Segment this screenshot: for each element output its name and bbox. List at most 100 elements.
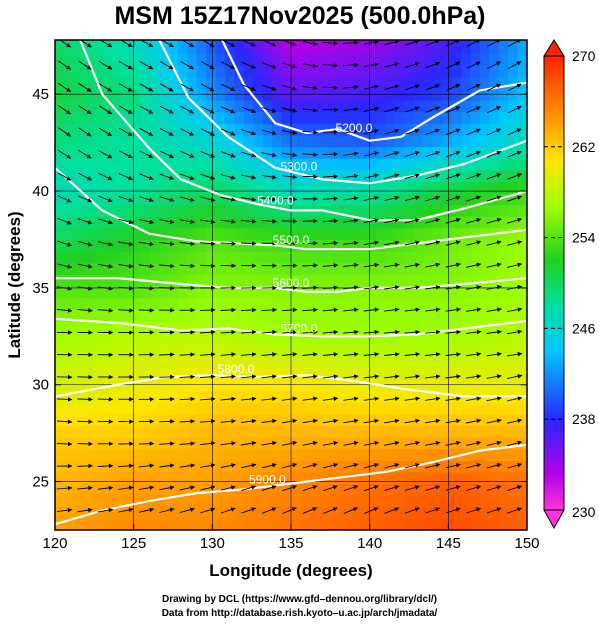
heatmap-cell (130, 460, 141, 473)
wind-arrow (302, 263, 318, 268)
wind-arrow (322, 240, 339, 246)
heatmap-cell (423, 134, 434, 148)
heatmap-cell (177, 495, 188, 508)
heatmap-cell (177, 251, 188, 264)
wind-arrow (363, 128, 379, 135)
wind-arrow (200, 241, 216, 246)
heatmap-cell (423, 367, 434, 380)
heatmap-cell (243, 425, 254, 438)
heatmap-cell (262, 495, 273, 508)
heatmap-cell (121, 123, 132, 136)
wind-arrow (261, 507, 277, 514)
wind-arrow (404, 128, 420, 135)
heatmap-cell (328, 332, 339, 345)
heatmap-cell (527, 54, 537, 66)
heatmap-cell (272, 286, 283, 299)
wind-arrow (179, 463, 196, 468)
wind-arrow (466, 106, 481, 114)
heatmap-cell (130, 111, 141, 124)
heatmap-cell (281, 495, 292, 508)
heatmap-cell (196, 158, 207, 171)
heatmap-cell (64, 123, 75, 136)
heatmap-cell (224, 297, 235, 310)
heatmap-cell (394, 111, 405, 124)
wind-arrow (98, 83, 113, 92)
wind-arrow (363, 218, 380, 223)
heatmap-cell (479, 355, 490, 368)
wind-arrow (118, 308, 134, 313)
wind-arrow (445, 128, 461, 136)
wind-arrow (97, 241, 114, 247)
heatmap-cell (253, 274, 264, 287)
heatmap-cell (130, 65, 141, 78)
heatmap-cell (460, 53, 471, 66)
heatmap-cell (347, 413, 358, 426)
heatmap-cell (498, 40, 509, 43)
heatmap-cell (130, 204, 141, 217)
heatmap-cell (309, 309, 320, 322)
wind-arrow (322, 285, 339, 290)
wind-arrow (282, 485, 297, 492)
heatmap-cell (83, 518, 94, 530)
wind-arrow (179, 330, 196, 335)
heatmap-cell (347, 262, 358, 275)
credit-line-2: Data from http://database.rish.kyoto–u.a… (161, 608, 438, 619)
heatmap-cell (479, 111, 490, 124)
height-contours (55, 40, 527, 526)
wind-arrow (425, 195, 441, 202)
heatmap-cell (460, 262, 471, 275)
heatmap-cell (470, 181, 481, 194)
heatmap-cell (272, 274, 283, 287)
wind-arrow (425, 106, 441, 113)
wind-arrow (466, 285, 482, 290)
heatmap-cell (517, 286, 527, 299)
heatmap-cell (262, 40, 273, 43)
heatmap-cell (517, 146, 527, 159)
heatmap-cell (357, 262, 368, 275)
heatmap-cell (413, 309, 424, 322)
heatmap-cell (253, 40, 264, 43)
heatmap-cell (121, 41, 132, 55)
heatmap-cell (366, 518, 377, 530)
heatmap-cell (73, 297, 84, 310)
heatmap-cell (404, 413, 415, 426)
heatmap-cell (83, 320, 94, 333)
heatmap-cell (272, 495, 283, 508)
wind-arrow (159, 241, 175, 247)
wind-arrow (241, 84, 256, 91)
heatmap-cell (451, 448, 462, 461)
wind-arrow (507, 195, 522, 202)
heatmap-cell (158, 471, 169, 485)
wind-arrow (282, 62, 298, 69)
wind-arrow (466, 128, 481, 136)
heatmap-cell (404, 134, 415, 148)
heatmap-cell (224, 239, 235, 252)
heatmap-cell (102, 367, 113, 380)
heatmap-cell (224, 134, 235, 148)
heatmap-cell (73, 286, 84, 299)
heatmap-cell (234, 286, 245, 299)
heatmap-cell (413, 483, 424, 496)
heatmap-cell (489, 123, 500, 136)
heatmap-cell (376, 53, 386, 66)
heatmap-cell (328, 483, 339, 496)
heatmap-cell (281, 355, 292, 368)
heatmap-cell (64, 332, 75, 345)
heatmap-cell (508, 344, 519, 357)
heatmap-cell (404, 286, 415, 299)
heatmap-cell (73, 274, 84, 287)
heatmap-cell (517, 471, 527, 485)
heatmap-cell (206, 204, 216, 217)
heatmap-cell (338, 297, 349, 310)
heatmap-cell (451, 274, 462, 287)
heatmap-cell (517, 227, 527, 241)
heatmap-cell (442, 204, 452, 217)
heatmap-cell (177, 332, 188, 345)
heatmap-cell (470, 100, 481, 113)
heatmap-cell (253, 390, 264, 403)
heatmap-cell (121, 181, 132, 194)
heatmap-cell (168, 286, 179, 299)
heatmap-cell (253, 123, 264, 136)
heatmap-cell (291, 53, 301, 66)
heatmap-cell (73, 239, 84, 252)
